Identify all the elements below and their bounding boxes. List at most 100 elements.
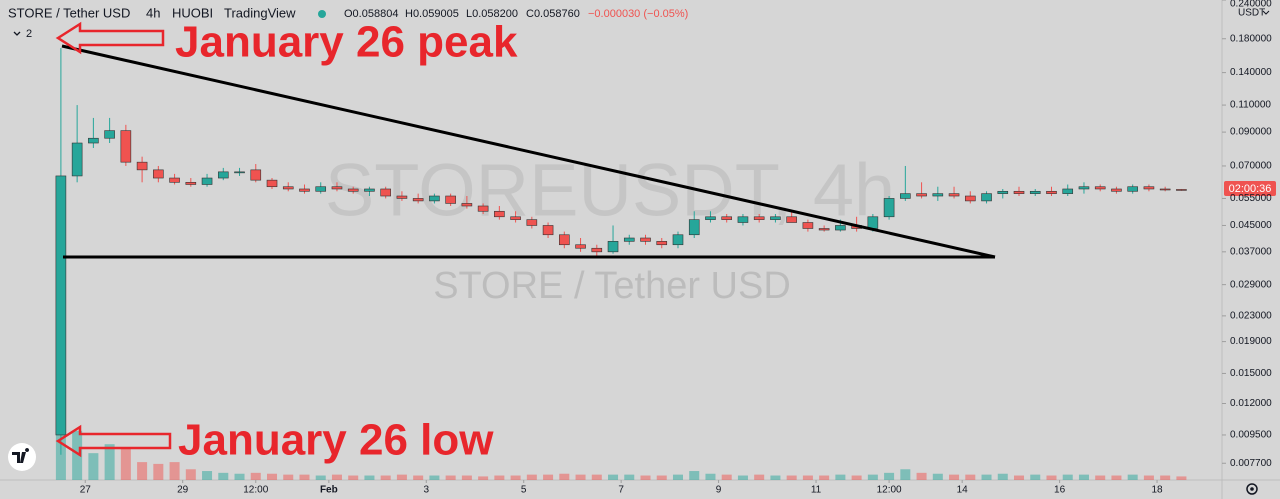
- candle-body: [1029, 190, 1041, 194]
- volume-bar: [1111, 475, 1122, 480]
- volume-bar: [640, 475, 651, 480]
- countdown: 02:00:36: [1229, 183, 1272, 195]
- volume-bar: [396, 474, 407, 480]
- x-tick-label: 27: [80, 485, 92, 496]
- x-tick-label: 18: [1151, 485, 1163, 496]
- y-tick-label: 0.012000: [1230, 398, 1272, 409]
- y-tick-label: 0.055000: [1230, 193, 1272, 204]
- volume-bar: [721, 474, 732, 480]
- volume-bar: [218, 472, 229, 480]
- volume-bar: [1176, 476, 1187, 480]
- settings-gear[interactable]: [1246, 483, 1258, 495]
- volume-bar: [591, 474, 602, 480]
- candle-body: [948, 193, 960, 197]
- tradingview-logo[interactable]: [8, 443, 36, 471]
- candle-body: [169, 177, 180, 183]
- candle-body: [153, 169, 164, 179]
- volume-bar: [510, 475, 521, 480]
- currency-caret[interactable]: [1262, 10, 1270, 15]
- exchange: HUOBI: [172, 5, 213, 20]
- volume-bar: [331, 474, 342, 480]
- volume-bar: [1030, 474, 1041, 480]
- change: −0.000030 (−0.05%): [588, 8, 688, 20]
- volume-bar: [1143, 475, 1154, 480]
- x-tick-label: Feb: [320, 485, 338, 496]
- volume-bar: [543, 474, 554, 480]
- volume-bar: [705, 473, 716, 480]
- plot-area: [55, 48, 1187, 480]
- candle-body: [104, 130, 115, 139]
- volume-bar: [981, 474, 992, 480]
- volume-bar: [575, 474, 586, 480]
- x-tick-label: 11: [811, 485, 822, 496]
- candle-body: [688, 219, 700, 236]
- volume-bar: [72, 430, 83, 480]
- candle-body: [71, 142, 83, 177]
- y-tick-label: 0.090000: [1230, 127, 1272, 138]
- candle-body: [883, 198, 895, 218]
- volume-bar: [104, 444, 115, 480]
- indicator-count[interactable]: 2: [26, 28, 32, 40]
- candle-body: [932, 193, 944, 197]
- volume-bar: [413, 475, 424, 480]
- drawings: January 26 peak January 26 low: [55, 18, 996, 465]
- candle-body: [1013, 190, 1025, 194]
- volume-bar: [283, 474, 294, 480]
- candle-body: [559, 234, 570, 246]
- candle-body: [623, 237, 635, 242]
- candle-body: [185, 182, 197, 185]
- candle-body: [250, 169, 262, 181]
- candle-body: [818, 228, 830, 231]
- currency[interactable]: USDT: [1238, 8, 1265, 19]
- volume-bar: [348, 475, 359, 480]
- candle-body: [705, 216, 716, 220]
- volume-bar: [672, 474, 683, 480]
- ohlc-open: O0.058804: [344, 8, 398, 20]
- candle-body: [55, 175, 67, 436]
- status-dot: [318, 10, 326, 18]
- candle-body: [1062, 188, 1074, 194]
- volume-bar: [932, 473, 943, 480]
- candle-body: [526, 219, 538, 226]
- x-tick-label: 9: [716, 485, 722, 496]
- volume-bar: [1014, 475, 1025, 480]
- y-tick-label: 0.037000: [1230, 246, 1272, 257]
- volume-bar: [526, 474, 537, 480]
- volume-bar: [494, 475, 505, 480]
- candle-body: [1046, 190, 1057, 194]
- candle-body: [640, 237, 651, 242]
- volume-bar: [250, 472, 261, 480]
- candle-body: [201, 177, 213, 185]
- candle-body: [721, 216, 733, 220]
- candle-body: [1127, 186, 1138, 192]
- volume-bar: [137, 462, 148, 480]
- candles: [55, 48, 1187, 455]
- candle-body: [299, 188, 310, 192]
- candle-body: [1176, 189, 1187, 191]
- volume-bar: [267, 473, 278, 480]
- candle-body: [607, 241, 619, 253]
- candle-body: [136, 161, 148, 171]
- volume-bar: [120, 448, 131, 480]
- volume-bar: [608, 474, 619, 480]
- y-tick-label: 0.180000: [1230, 33, 1272, 44]
- y-tick-label: 0.110000: [1230, 100, 1271, 111]
- volume-bar: [786, 475, 797, 480]
- watermark-ticker: STOREUSDT, 4h: [325, 149, 895, 232]
- interval: 4h: [146, 5, 160, 20]
- y-tick-label: 0.007700: [1230, 458, 1272, 469]
- y-tick-label: 0.009500: [1230, 430, 1272, 441]
- x-tick-label: 16: [1054, 485, 1066, 496]
- candle-body: [786, 216, 797, 223]
- volume-bar: [380, 475, 391, 480]
- symbol: STORE / Tether USD: [8, 5, 130, 20]
- candle-body: [900, 193, 911, 199]
- volume-bar: [153, 463, 164, 480]
- collapse-toggle[interactable]: [13, 31, 21, 36]
- y-tick-label: 0.240000: [1230, 0, 1272, 10]
- volume-bar: [169, 462, 180, 480]
- candle-body: [770, 216, 781, 220]
- candle-body: [981, 193, 992, 202]
- candle-body: [867, 216, 879, 229]
